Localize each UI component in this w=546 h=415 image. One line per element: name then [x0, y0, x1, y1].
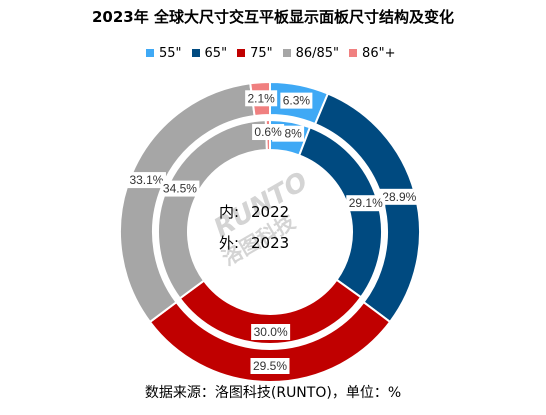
legend-item-65: 65"	[191, 45, 228, 61]
legend-label-55: 55"	[159, 45, 182, 61]
legend: 55" 65" 75" 86/85" 86"+	[146, 44, 405, 62]
label-inner-86-plus: 0.6%	[254, 125, 282, 139]
label-outer-86-85: 33.1%	[129, 173, 163, 187]
label-bg-outer-75	[250, 358, 290, 374]
legend-swatch-65	[191, 49, 200, 57]
legend-label-86-85: 86/85"	[295, 45, 340, 61]
center-inner-year: 2022	[251, 203, 289, 221]
chart-title: 2023年 全球大尺寸交互平板显示面板尺寸结构及变化	[92, 8, 454, 26]
data-source-note: 数据来源：洛图科技(RUNTO)，单位：%	[144, 385, 402, 401]
label-bg-inner-86-plus	[252, 124, 285, 141]
legend-swatch-75	[237, 49, 246, 57]
legend-label-86-plus: 86"+	[362, 45, 396, 61]
label-inner-65: 29.1%	[349, 196, 383, 210]
legend-swatch-86-85	[282, 49, 291, 57]
label-outer-75: 29.5%	[253, 359, 287, 373]
legend-label-75: 75"	[250, 45, 273, 61]
legend-item-75: 75"	[237, 46, 273, 61]
center-legend: 内: 2022 外: 2023	[219, 203, 289, 252]
slice-labels: 6.3%28.9%29.5%33.1%2.1%5.8%29.1%30.0%34.…	[126, 90, 419, 374]
label-inner-86-85: 34.5%	[163, 182, 197, 196]
center-outer-year: 2023	[251, 234, 289, 252]
label-inner-75: 30.0%	[254, 325, 288, 339]
label-outer-55: 6.3%	[283, 94, 311, 108]
legend-item-86-plus: 86"+	[349, 46, 395, 61]
legend-item-55: 55"	[146, 46, 182, 61]
label-outer-86-plus: 2.1%	[247, 91, 275, 105]
label-bg-outer-86-plus	[245, 90, 278, 107]
legend-item-86-85: 86/85"	[282, 45, 340, 61]
center-inner-key: 内:	[219, 203, 239, 221]
label-bg-inner-75	[251, 323, 291, 340]
legend-label-65: 65"	[204, 45, 228, 61]
legend-swatch-55	[146, 49, 154, 57]
label-bg-inner-65	[346, 195, 386, 212]
legend-swatch-86-plus	[349, 49, 358, 57]
label-bg-outer-55	[280, 92, 313, 109]
label-bg-outer-65	[379, 188, 419, 205]
label-outer-65: 28.9%	[382, 190, 416, 204]
center-outer-key: 外:	[219, 234, 239, 252]
label-bg-outer-86-85	[126, 172, 166, 189]
label-bg-inner-86-85	[160, 180, 200, 197]
